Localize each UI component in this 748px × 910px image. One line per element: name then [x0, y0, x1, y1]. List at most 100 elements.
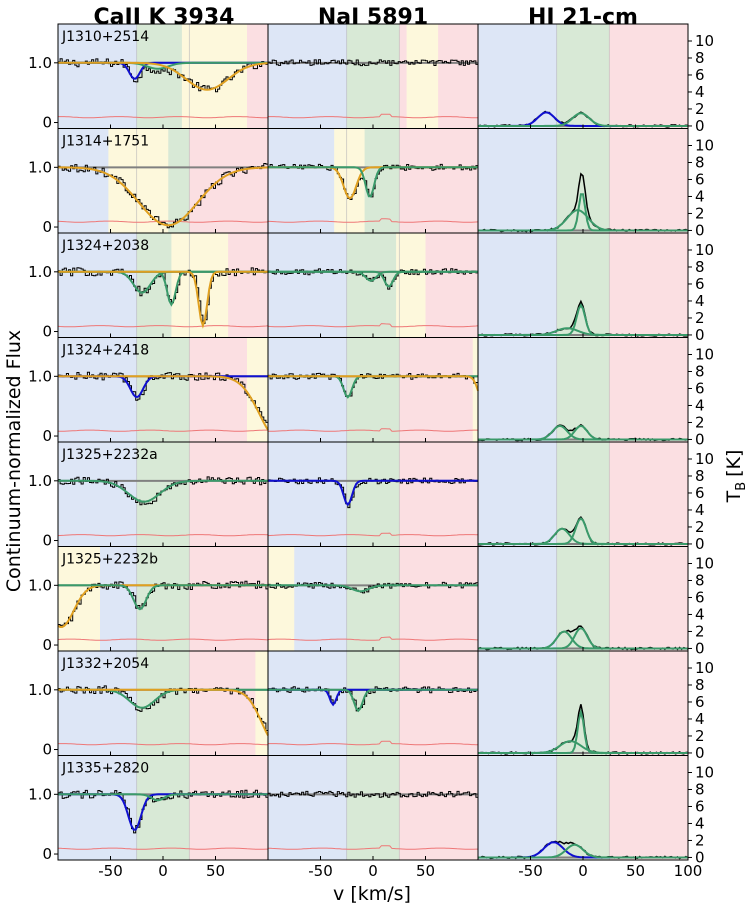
tb-y-tick-label: 2 [695, 622, 705, 640]
error-spectrum [57, 429, 268, 432]
band-blue [268, 24, 347, 129]
tb-y-tick-label: 6 [695, 170, 705, 188]
band-blue [268, 128, 347, 233]
tb-y-tick-label: 10 [695, 763, 714, 781]
band-blue [268, 233, 347, 338]
tb-y-tick-label: 10 [695, 241, 714, 259]
fit-component-green [478, 112, 688, 127]
tb-y-tick-label: 2 [695, 204, 705, 222]
row-label: J1325+2232b [61, 552, 158, 568]
flux-y-tick-label: 0 [42, 741, 52, 759]
error-spectrum [268, 845, 478, 850]
band-red [399, 546, 478, 651]
error-spectrum [58, 116, 268, 119]
fit-component-green [268, 688, 478, 713]
band-red [189, 651, 268, 756]
fit-component-green [268, 166, 478, 198]
band-blue [58, 233, 137, 338]
band-red [399, 651, 478, 756]
band-green [556, 651, 610, 756]
band-red [609, 442, 688, 547]
band-yellow [268, 546, 295, 651]
row-label: J1325+2232a [61, 447, 158, 463]
flux-y-tick-label: 1.0 [28, 54, 52, 72]
flux-y-tick-label: 0 [42, 845, 52, 863]
x-tick-label: 0 [368, 862, 378, 880]
band-yellow [472, 337, 478, 442]
fit-component-green [478, 209, 688, 232]
fit-component-green [268, 584, 478, 593]
band-green [136, 755, 190, 860]
data-spectrum [268, 59, 479, 67]
band-green [556, 337, 610, 442]
tb-y-tick-label: 10 [695, 450, 714, 468]
flux-y-tick-label: 0 [42, 323, 52, 341]
tb-y-tick-label: 10 [695, 554, 714, 572]
band-red [189, 128, 268, 233]
tb-y-tick-label: 0 [695, 117, 705, 135]
band-green [556, 233, 610, 338]
error-spectrum [268, 740, 478, 746]
x-tick-label: 50 [626, 862, 645, 880]
fit-component-green [58, 584, 268, 611]
x-tick-label: 0 [158, 862, 168, 880]
band-blue [478, 651, 557, 756]
tick-and-row-labels: 01.00246810J1310+251401.00246810J1314+17… [28, 29, 714, 880]
error-spectrum [57, 325, 269, 328]
y-axis-label-flux: Continuum-normalized Flux [3, 330, 25, 592]
fit-component-green [268, 270, 478, 288]
band-yellow [396, 233, 426, 338]
band-green [136, 651, 190, 756]
band-blue [478, 546, 557, 651]
error-spectrum [57, 534, 269, 537]
x-tick-label: 50 [416, 862, 435, 880]
tb-y-tick-label: 0 [695, 430, 705, 448]
x-tick-label: 50 [206, 862, 225, 880]
tb-y-tick-label: 2 [695, 831, 705, 849]
flux-y-tick-label: 1.0 [28, 263, 52, 281]
tb-y-tick-label: 10 [695, 659, 714, 677]
tb-y-tick-label: 0 [695, 848, 705, 866]
x-tick-label: 0 [578, 862, 588, 880]
error-spectrum [58, 847, 268, 850]
x-tick-label: -50 [308, 862, 333, 880]
fit-component-green [478, 517, 688, 545]
flux-y-tick-label: 0 [42, 427, 52, 445]
fit-component-yellow [58, 61, 269, 91]
tb-y-tick-label: 0 [695, 535, 705, 553]
error-spectrum [267, 428, 478, 432]
fit-component-green [478, 626, 688, 650]
error-spectrum [57, 220, 269, 223]
band-yellow [171, 233, 229, 338]
tb-y-tick-label: 10 [695, 345, 714, 363]
tb-y-tick-label: 6 [695, 66, 705, 84]
y-axis-label-tb: TB [K] [723, 450, 748, 504]
band-red [609, 755, 688, 860]
band-green [136, 546, 190, 651]
flux-y-tick-label: 0 [42, 218, 52, 236]
tb-y-tick-label: 4 [695, 501, 705, 519]
row-label: J1332+2054 [61, 656, 149, 672]
row-label: J1324+2038 [61, 238, 149, 254]
tb-y-tick-label: 0 [695, 744, 705, 762]
y-axis-label-tb-symbol: T [723, 490, 745, 503]
flux-y-tick-label: 1.0 [28, 785, 52, 803]
tb-y-tick-label: 2 [695, 309, 705, 327]
tb-y-tick-label: 4 [695, 187, 705, 205]
band-green [346, 24, 400, 129]
error-spectrum [58, 743, 268, 746]
tb-y-tick-label: 4 [695, 605, 705, 623]
tb-y-tick-label: 8 [695, 571, 705, 589]
column-title-hi: HI 21-cm [528, 5, 638, 30]
band-green [556, 24, 610, 129]
band-blue [58, 651, 137, 756]
row-label: J1310+2514 [61, 29, 149, 45]
tb-y-tick-label: 6 [695, 275, 705, 293]
tb-y-tick-label: 8 [695, 49, 705, 67]
band-yellow [181, 24, 247, 129]
band-red [189, 442, 268, 547]
fit-component-yellow [268, 375, 479, 392]
tb-y-tick-label: 8 [695, 362, 705, 380]
band-red [609, 337, 688, 442]
band-blue [268, 442, 347, 547]
